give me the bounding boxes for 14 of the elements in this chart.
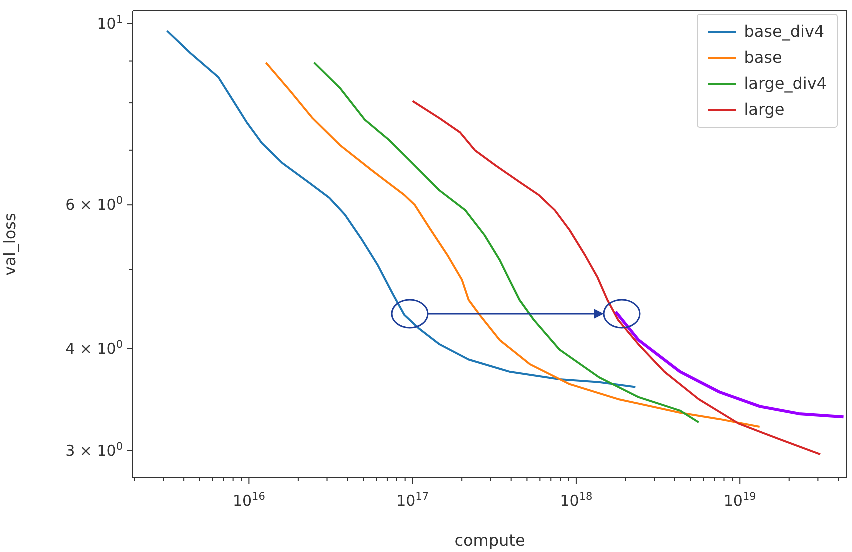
legend-label: large <box>744 99 785 121</box>
legend-label: large_div4 <box>744 73 827 95</box>
x-tick-label: 10$^{17}$ <box>396 491 430 510</box>
x-tick-label: 10$^{18}$ <box>560 491 593 510</box>
legend-label: base <box>744 47 782 69</box>
y-tick-label: 10$^{1}$ <box>97 14 123 33</box>
y-tick-label: 4 × 10$^{0}$ <box>66 338 123 358</box>
x-tick-label: 10$^{19}$ <box>724 491 756 510</box>
x-axis-title: compute <box>454 531 526 550</box>
x-tick-label: 10$^{16}$ <box>232 491 266 510</box>
y-tick-label: 6 × 10$^{0}$ <box>66 195 123 214</box>
y-tick-label: 3 × 10$^{0}$ <box>66 440 123 460</box>
y-axis-title: val_loss <box>0 213 20 276</box>
legend-label: base_div4 <box>744 21 825 43</box>
